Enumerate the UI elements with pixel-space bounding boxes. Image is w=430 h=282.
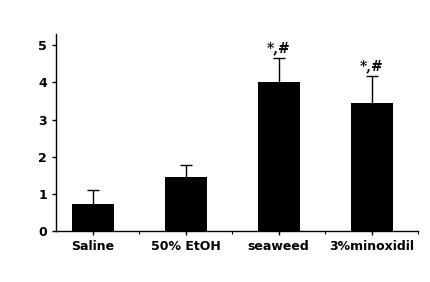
Text: *,#: *,# [359, 59, 383, 73]
Bar [350, 103, 392, 231]
Bar [72, 204, 114, 231]
Text: *,#: *,# [266, 41, 290, 55]
Bar [257, 82, 299, 231]
Bar [165, 177, 206, 231]
